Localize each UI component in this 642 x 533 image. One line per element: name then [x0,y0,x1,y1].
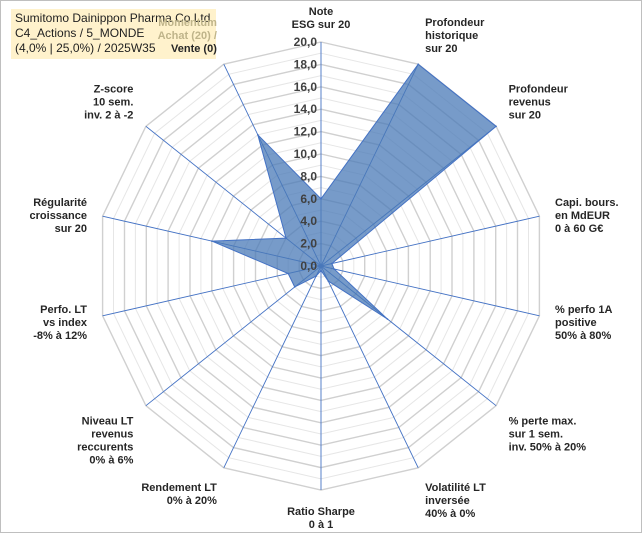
axis-label: Capi. bours. en MdEUR 0 à 60 G€ [555,197,619,235]
axis-spoke [145,265,322,407]
axis-label: Régularité croissance sur 20 [30,197,87,235]
axis-label: Volatilité LT inversée 40% à 0% [425,482,486,520]
tick-label: 8,0 [300,169,317,183]
series-point [287,272,290,275]
axis-label: Profondeur historique sur 20 [425,17,485,55]
tick-label: 18,0 [294,57,318,71]
axis-spoke [320,215,540,267]
chart-title-line-1: Sumitomo Dainippon Pharma Co Ltd [15,11,211,25]
series-point [211,240,213,242]
chart-title-box: Sumitomo Dainippon Pharma Co Ltd C4_Acti… [11,9,217,59]
series-point [320,269,322,272]
series-point [495,125,497,128]
series-point [417,63,420,65]
axis-label: Note ESG sur 20 [292,6,351,31]
series-point [257,134,259,136]
tick-label: 12,0 [294,125,318,139]
tick-label: 6,0 [300,192,317,206]
series-point [315,275,317,277]
radar-series [211,63,497,320]
tick-label: 20,0 [294,35,318,49]
tick-label: 10,0 [294,147,318,161]
axis-label: Momentum Achat (20) / Vente (0) [158,17,218,55]
axis-label: Rendement LT 0% à 20% [141,482,217,507]
axis-label: Z-score 10 sem. inv. 2 à -2 [84,83,133,121]
radar-tick-labels: 0,0 2,0 4,0 6,0 8,0 10,0 12,0 14,0 16,0 18,0 20,0 [294,35,318,273]
axis-spoke [320,265,419,468]
axis-spoke [320,265,540,317]
axis-label: % perfo 1A positive 50% à 80% [555,304,613,342]
series-point [327,280,330,282]
tick-label: 14,0 [294,102,318,116]
axis-spoke [102,265,322,317]
chart-title-line-3: (4,0% | 25,0%) / 2025W35 [15,41,156,55]
tick-label: 16,0 [294,80,318,94]
axis-label: Niveau LT revenus reccurents 0% à 6% [77,416,134,467]
chart-title-line-2: C4_Actions / 5_MONDE [15,26,145,40]
tick-label: 2,0 [300,237,317,251]
axis-label: % perte max. sur 1 sem. inv. 50% à 20% [509,416,587,454]
series-point [285,237,287,239]
series-point [320,198,322,200]
axis-label: Ratio Sharpe 0 à 1 [287,506,355,531]
series-point [293,286,296,288]
axis-spoke [223,265,322,468]
tick-label: 4,0 [300,214,317,228]
tick-label: 0,0 [300,259,317,273]
series-point [331,262,333,265]
axis-label: Profondeur revenus sur 20 [509,83,569,121]
radar-axis-labels: Note ESG sur 20 Profondeur historique sur 20… [30,6,619,531]
series-point [386,318,389,320]
axis-label: Perfo. LT vs index -8% à 12% [33,304,88,342]
series-point [333,268,335,270]
